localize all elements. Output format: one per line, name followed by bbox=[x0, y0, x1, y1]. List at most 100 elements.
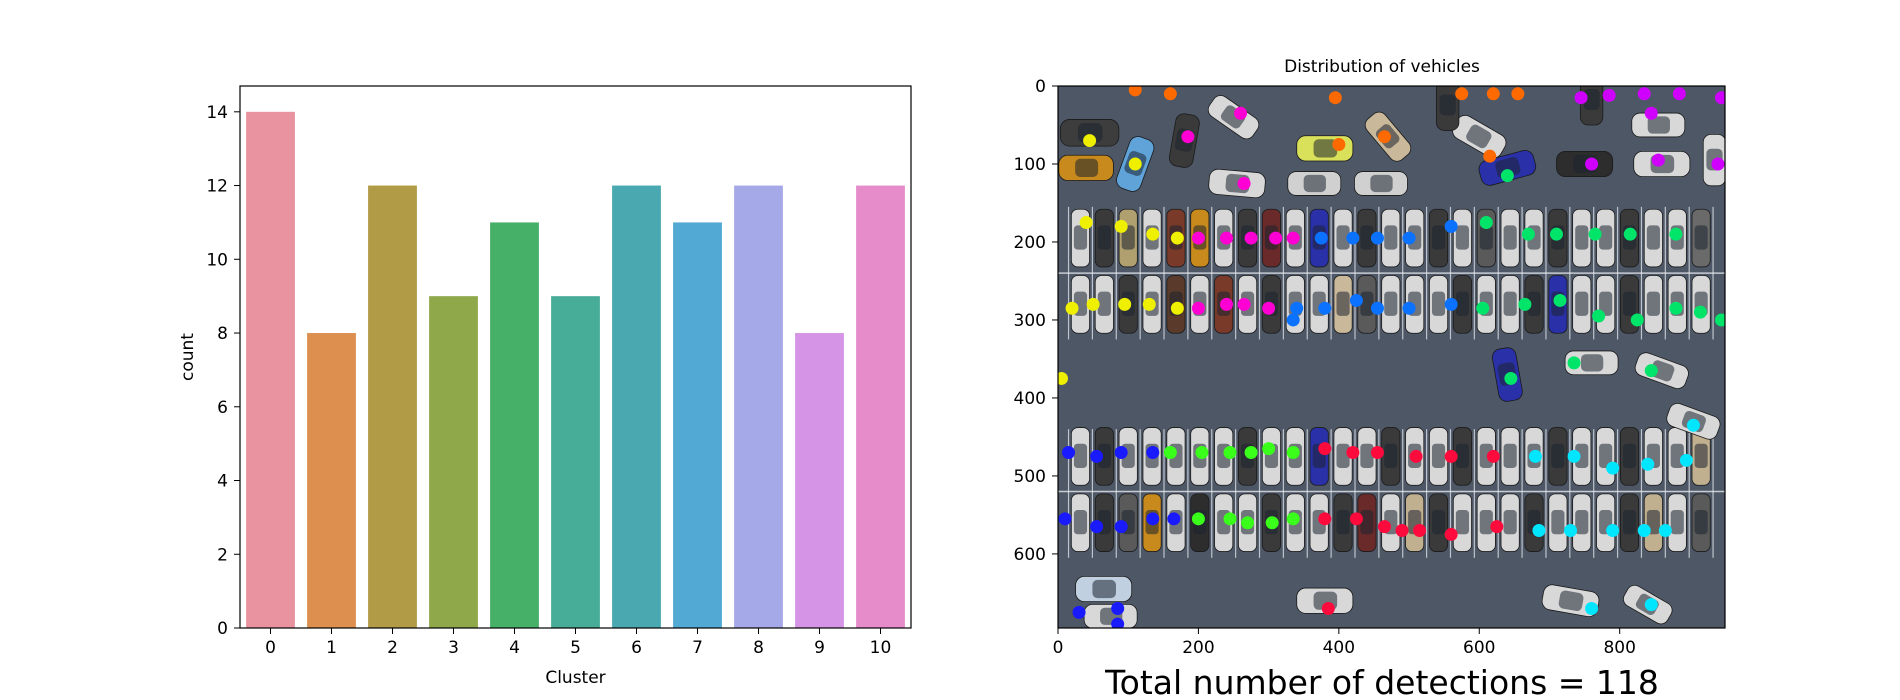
car bbox=[1381, 208, 1401, 268]
detection-point bbox=[1269, 231, 1283, 245]
detection-point bbox=[1332, 137, 1346, 151]
car-window bbox=[1336, 225, 1350, 250]
car bbox=[1476, 427, 1496, 486]
detection-point bbox=[1528, 449, 1542, 463]
detection-point bbox=[1146, 446, 1160, 460]
car-window bbox=[1431, 291, 1446, 316]
detection-point bbox=[1711, 157, 1725, 171]
detection-point bbox=[1114, 219, 1128, 233]
car-window bbox=[1479, 510, 1493, 535]
y-tick-label: 2 bbox=[217, 545, 228, 565]
car bbox=[1564, 350, 1619, 376]
detection-point bbox=[1644, 598, 1658, 612]
y-tick-label: 100 bbox=[1014, 155, 1046, 175]
car bbox=[1357, 275, 1377, 334]
detection-point bbox=[1588, 227, 1602, 241]
y-tick-label: 600 bbox=[1014, 545, 1046, 565]
vehicle-distribution-plot: Distribution of vehicles 0 100 200 300 400 50… bbox=[1014, 57, 1726, 700]
detection-point bbox=[1072, 605, 1086, 619]
car bbox=[1309, 493, 1329, 552]
car bbox=[1643, 493, 1663, 552]
detection-point bbox=[1167, 512, 1181, 526]
x-axis-ticks: 0 1 2 3 4 5 6 7 8 9 10 bbox=[265, 628, 891, 658]
car bbox=[1548, 493, 1568, 552]
detection-point bbox=[1086, 297, 1100, 311]
car bbox=[1556, 150, 1614, 178]
detection-point bbox=[1346, 446, 1360, 460]
car-window bbox=[1439, 94, 1456, 116]
car bbox=[1429, 208, 1449, 268]
x-tick-label: 1 bbox=[326, 638, 337, 658]
car-window bbox=[1503, 510, 1517, 535]
car-window bbox=[1455, 225, 1469, 250]
detection-point bbox=[1262, 301, 1276, 315]
detection-point bbox=[1321, 602, 1335, 616]
y-tick-label: 0 bbox=[1035, 77, 1046, 97]
detection-point bbox=[1641, 457, 1655, 471]
detection-point bbox=[1083, 134, 1097, 148]
car bbox=[1619, 427, 1640, 486]
x-axis-ticks: 0 200 400 600 800 bbox=[1053, 628, 1636, 658]
detection-point bbox=[1286, 231, 1300, 245]
detection-point bbox=[1146, 512, 1160, 526]
car bbox=[1429, 427, 1449, 486]
detection-point bbox=[1504, 371, 1518, 385]
car-window bbox=[1599, 443, 1613, 468]
image-frame bbox=[1057, 85, 1726, 629]
car bbox=[1631, 112, 1686, 138]
detection-point bbox=[1163, 446, 1177, 460]
detection-point bbox=[1476, 301, 1490, 315]
detection-point bbox=[1714, 91, 1725, 105]
detection-point bbox=[1567, 356, 1581, 370]
x-axis-label: Cluster bbox=[545, 668, 605, 688]
car-window bbox=[1479, 443, 1493, 468]
car bbox=[1405, 493, 1425, 552]
car bbox=[1643, 427, 1663, 486]
detection-point bbox=[1679, 453, 1693, 467]
car-window bbox=[1599, 291, 1613, 316]
car-window bbox=[1384, 225, 1398, 250]
detection-point bbox=[1686, 418, 1700, 432]
x-tick-label: 400 bbox=[1323, 638, 1355, 658]
detection-point bbox=[1286, 446, 1300, 460]
car-window bbox=[1527, 291, 1541, 316]
bar-cluster-8 bbox=[734, 185, 783, 628]
car bbox=[1333, 275, 1353, 334]
car bbox=[1596, 427, 1616, 486]
car bbox=[1643, 275, 1663, 334]
detection-point bbox=[1111, 617, 1125, 628]
car bbox=[1572, 493, 1592, 552]
detection-point bbox=[1500, 169, 1514, 183]
detection-point bbox=[1244, 446, 1258, 460]
x-tick-label: 8 bbox=[753, 638, 764, 658]
car bbox=[1208, 168, 1266, 199]
detection-point bbox=[1191, 231, 1205, 245]
car bbox=[1619, 493, 1640, 552]
detection-point bbox=[1669, 301, 1683, 315]
detection-point bbox=[1346, 231, 1360, 245]
car-window bbox=[1622, 443, 1637, 468]
detection-point bbox=[1223, 446, 1237, 460]
car-window bbox=[1097, 291, 1111, 316]
car-window bbox=[1503, 225, 1517, 250]
car-window bbox=[1336, 291, 1350, 316]
car-window bbox=[1503, 443, 1517, 468]
detection-point bbox=[1318, 512, 1332, 526]
car bbox=[1287, 171, 1342, 196]
car-window bbox=[1336, 443, 1350, 468]
detection-point bbox=[1693, 305, 1707, 319]
car-window bbox=[1384, 443, 1398, 468]
detection-point bbox=[1170, 231, 1184, 245]
detection-point bbox=[1286, 313, 1300, 327]
x-tick-label: 4 bbox=[509, 638, 520, 658]
detection-points bbox=[1058, 86, 1725, 628]
car-window bbox=[1575, 443, 1589, 468]
y-tick-label: 300 bbox=[1014, 311, 1046, 331]
detection-point bbox=[1170, 301, 1184, 315]
detection-point bbox=[1223, 512, 1237, 526]
detection-point bbox=[1511, 87, 1525, 101]
detection-point bbox=[1532, 524, 1546, 538]
detection-point bbox=[1262, 442, 1276, 456]
car bbox=[1691, 493, 1711, 552]
car bbox=[1667, 493, 1687, 552]
